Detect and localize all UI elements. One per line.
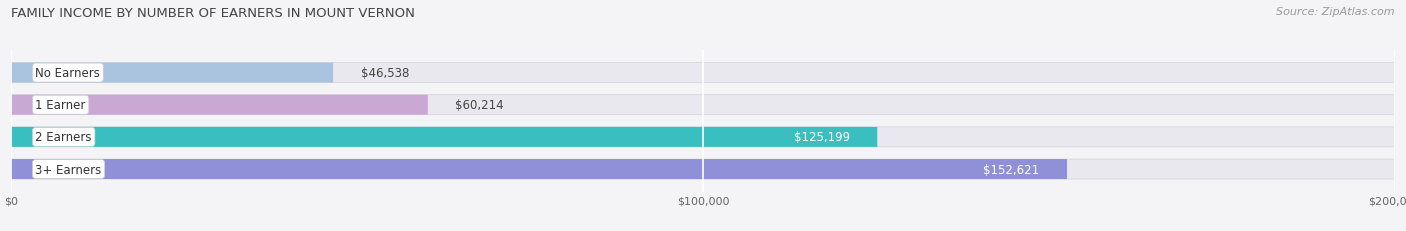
FancyBboxPatch shape <box>11 63 1395 83</box>
Text: FAMILY INCOME BY NUMBER OF EARNERS IN MOUNT VERNON: FAMILY INCOME BY NUMBER OF EARNERS IN MO… <box>11 7 415 20</box>
Text: 1 Earner: 1 Earner <box>35 99 86 112</box>
Text: Source: ZipAtlas.com: Source: ZipAtlas.com <box>1277 7 1395 17</box>
FancyBboxPatch shape <box>11 63 333 83</box>
FancyBboxPatch shape <box>11 159 1395 179</box>
Text: $152,621: $152,621 <box>983 163 1039 176</box>
FancyBboxPatch shape <box>11 127 877 147</box>
FancyBboxPatch shape <box>11 95 1395 115</box>
Text: No Earners: No Earners <box>35 67 100 80</box>
Text: 3+ Earners: 3+ Earners <box>35 163 101 176</box>
FancyBboxPatch shape <box>11 95 427 115</box>
Text: 2 Earners: 2 Earners <box>35 131 91 144</box>
Text: $60,214: $60,214 <box>456 99 505 112</box>
FancyBboxPatch shape <box>11 127 1395 147</box>
Text: $46,538: $46,538 <box>361 67 409 80</box>
Text: $125,199: $125,199 <box>793 131 849 144</box>
FancyBboxPatch shape <box>11 159 1067 179</box>
